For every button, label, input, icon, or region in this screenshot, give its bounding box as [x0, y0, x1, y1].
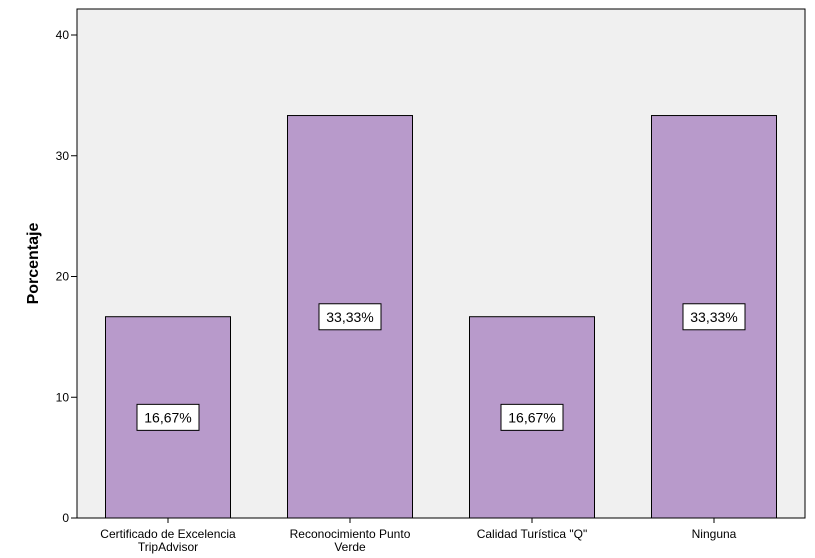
x-tick-label: Ninguna — [692, 527, 737, 541]
y-tick-label: 40 — [56, 28, 70, 42]
data-label-text: 33,33% — [326, 309, 373, 325]
y-tick-label: 10 — [56, 390, 70, 404]
y-tick-label: 20 — [56, 270, 70, 284]
data-label: 16,67% — [500, 403, 564, 431]
data-label: 33,33% — [318, 303, 382, 331]
data-label-box — [682, 303, 746, 331]
data-label-box — [318, 303, 382, 331]
x-tick-label: Calidad Turística "Q" — [477, 527, 588, 541]
y-axis: 0 10 20 30 40 — [56, 9, 78, 525]
data-label: 16,67% — [136, 403, 200, 431]
data-label-text: 16,67% — [508, 409, 555, 425]
y-tick-label: 30 — [56, 149, 70, 163]
y-axis-title: Porcentaje — [25, 222, 42, 304]
data-label: 33,33% — [682, 303, 746, 331]
x-tick-label: Reconocimiento Punto Verde — [290, 527, 411, 554]
data-label-text: 16,67% — [144, 409, 191, 425]
data-label-box — [136, 403, 200, 431]
x-axis: Certificado de Excelencia TripAdvisor Reco… — [77, 517, 805, 554]
y-tick-label: 0 — [62, 511, 69, 525]
data-label-text: 33,33% — [690, 309, 737, 325]
data-label-box — [500, 403, 564, 431]
x-tick-label: Certificado de Excelencia TripAdvisor — [100, 527, 236, 554]
bars — [105, 115, 777, 519]
data-labels: 16,67% 33,33% 16,67% 33,33% — [136, 303, 746, 431]
